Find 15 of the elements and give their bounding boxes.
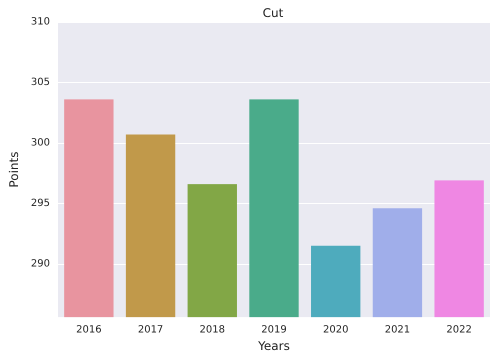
y-tick-label: 310 bbox=[30, 16, 50, 28]
y-axis-title: Points bbox=[7, 152, 21, 188]
chart-title: Cut bbox=[262, 6, 284, 20]
y-tick-label: 300 bbox=[30, 137, 50, 148]
x-tick-label: 2020 bbox=[322, 324, 348, 336]
x-tick-label: 2019 bbox=[261, 324, 287, 336]
x-tick-label: 2018 bbox=[200, 324, 226, 336]
x-tick-label: 2022 bbox=[446, 324, 472, 336]
x-tick-label: 2016 bbox=[76, 324, 102, 336]
x-axis-title: Years bbox=[257, 339, 290, 353]
x-tick-label: 2017 bbox=[138, 324, 164, 336]
y-tick-label: 290 bbox=[30, 258, 50, 270]
y-tick-label: 305 bbox=[30, 76, 50, 88]
y-tick-label: 295 bbox=[30, 198, 50, 209]
x-tick-label: 2021 bbox=[384, 324, 410, 336]
